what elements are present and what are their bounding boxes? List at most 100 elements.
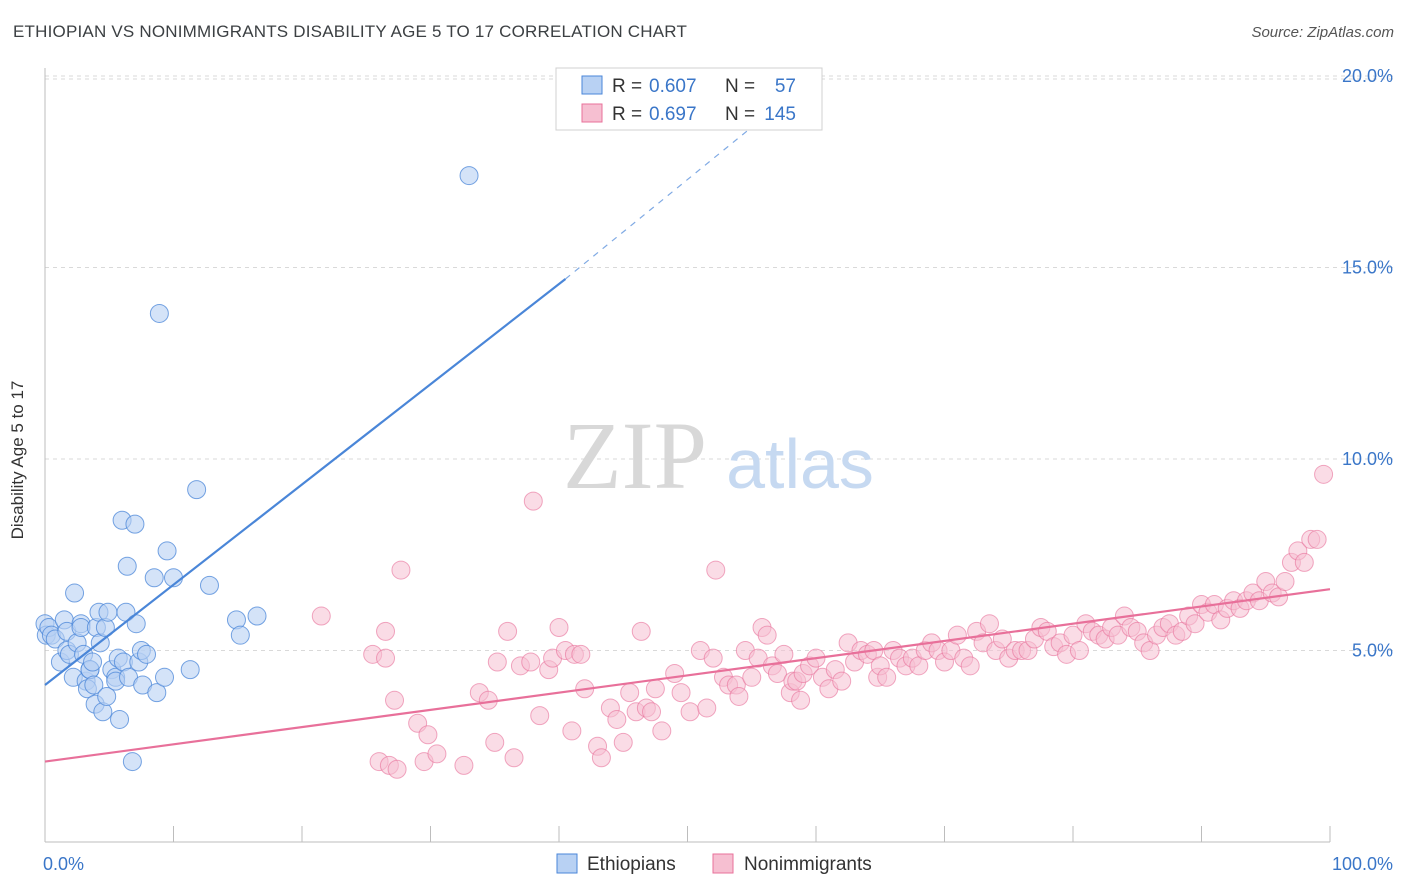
chart-title: ETHIOPIAN VS NONIMMIGRANTS DISABILITY AG… — [13, 22, 688, 41]
nonimmigrants-point — [454, 755, 474, 775]
nonimmigrants-point — [607, 709, 627, 729]
ethiopians-point — [137, 644, 157, 664]
ethiopians-point — [144, 568, 164, 588]
stats-n-label-ethiopians: N = — [725, 76, 755, 97]
nonimmigrants-point — [498, 621, 518, 641]
nonimmigrants-point — [706, 560, 726, 580]
stats-n-value-nonimmigrants: 145 — [764, 104, 796, 125]
nonimmigrants-point — [530, 706, 550, 726]
nonimmigrants-point — [523, 491, 543, 511]
x-tick-label: 100.0% — [1332, 854, 1393, 874]
nonimmigrants-point — [645, 679, 665, 699]
nonimmigrants-point — [521, 652, 541, 672]
nonimmigrants-point — [680, 702, 700, 722]
ethiopians-point — [230, 625, 250, 645]
ethiopians-point — [117, 556, 137, 576]
series-legend: Ethiopians Nonimmigrants — [556, 853, 872, 875]
legend-label-nonimmigrants: Nonimmigrants — [744, 854, 872, 875]
nonimmigrants-point — [757, 625, 777, 645]
nonimmigrants-point — [1307, 529, 1327, 549]
ethiopians-point — [125, 514, 145, 534]
nonimmigrants-point — [960, 656, 980, 676]
nonimmigrants-point — [387, 759, 407, 779]
watermark: ZIP atlas — [563, 402, 874, 509]
stats-r-value-ethiopians: 0.607 — [649, 76, 697, 97]
stats-r-label-nonimmigrants: R = — [612, 104, 642, 125]
ethiopians-trend-line — [44, 278, 567, 686]
y-tick-label: 15.0% — [1342, 258, 1393, 278]
ethiopians-point — [98, 602, 118, 622]
nonimmigrants-point — [631, 621, 651, 641]
source-label: Source: ZipAtlas.com — [1251, 24, 1394, 41]
nonimmigrants-point — [1185, 614, 1205, 634]
ethiopians-trend-extension — [565, 121, 759, 280]
ethiopians-point — [110, 709, 130, 729]
nonimmigrants-point — [591, 748, 611, 768]
nonimmigrants-point — [620, 683, 640, 703]
ethiopians-point — [155, 667, 175, 687]
x-tick-label: 0.0% — [43, 854, 84, 874]
nonimmigrants-point — [562, 721, 582, 741]
legend-label-ethiopians: Ethiopians — [587, 854, 676, 875]
ethiopians-point — [84, 675, 104, 695]
nonimmigrants-point — [665, 663, 685, 683]
nonimmigrants-point — [729, 686, 749, 706]
ethiopians-point — [97, 686, 117, 706]
nonimmigrants-point — [391, 560, 411, 580]
nonimmigrants-trend-line — [44, 588, 1331, 763]
ethiopians-point — [149, 303, 169, 323]
ethiopians-point — [187, 480, 207, 500]
nonimmigrants-point — [742, 667, 762, 687]
nonimmigrants-point — [376, 621, 396, 641]
nonimmigrants-point — [1069, 641, 1089, 660]
nonimmigrants-point — [979, 614, 999, 634]
nonimmigrants-point — [697, 698, 717, 718]
nonimmigrants-point — [418, 725, 438, 745]
watermark-atlas: atlas — [726, 425, 874, 503]
nonimmigrants-point — [877, 667, 897, 687]
nonimmigrants-point — [703, 648, 723, 668]
nonimmigrants-point — [947, 625, 967, 645]
ethiopians-points — [35, 166, 479, 772]
tick-labels: 5.0% 10.0% 15.0% 20.0% 0.0% 100.0% — [43, 66, 1393, 874]
nonimmigrants-point — [1275, 572, 1295, 592]
nonimmigrants-point — [613, 732, 633, 752]
nonimmigrants-point — [485, 732, 505, 752]
axes — [44, 68, 1331, 843]
ethiopians-point — [147, 683, 167, 703]
nonimmigrants-point — [504, 748, 524, 768]
trend-lines — [44, 121, 1331, 763]
stats-n-value-ethiopians: 57 — [775, 76, 796, 97]
y-tick-label: 10.0% — [1342, 449, 1393, 469]
nonimmigrants-point — [832, 671, 852, 691]
nonimmigrants-point — [652, 721, 672, 741]
ethiopians-point — [83, 652, 103, 672]
stats-swatch-nonimmigrants — [581, 103, 603, 123]
nonimmigrants-point — [487, 652, 507, 672]
nonimmigrants-point — [311, 606, 331, 626]
watermark-zip: ZIP — [563, 402, 707, 509]
nonimmigrants-point — [671, 683, 691, 703]
ethiopians-point — [180, 660, 200, 680]
nonimmigrants-point — [376, 648, 396, 668]
stats-swatch-ethiopians — [581, 75, 603, 95]
nonimmigrants-point — [427, 744, 447, 764]
stats-legend: R = 0.607 N = 57 R = 0.697 N = 145 — [555, 67, 823, 131]
ethiopians-point — [157, 541, 177, 561]
stats-r-label-ethiopians: R = — [612, 76, 642, 97]
ethiopians-point — [199, 575, 219, 595]
nonimmigrants-point — [642, 702, 662, 722]
nonimmigrants-point — [791, 690, 811, 710]
nonimmigrants-point — [1314, 464, 1334, 484]
stats-n-label-nonimmigrants: N = — [725, 104, 755, 125]
nonimmigrants-points — [311, 464, 1334, 779]
y-tick-label: 20.0% — [1342, 66, 1393, 86]
nonimmigrants-point — [385, 690, 405, 710]
ethiopians-point — [459, 166, 479, 186]
ethiopians-point — [247, 606, 267, 626]
stats-r-value-nonimmigrants: 0.697 — [649, 104, 697, 125]
nonimmigrants-point — [1294, 552, 1314, 572]
nonimmigrants-point — [767, 663, 787, 683]
legend-swatch-ethiopians — [556, 853, 578, 874]
